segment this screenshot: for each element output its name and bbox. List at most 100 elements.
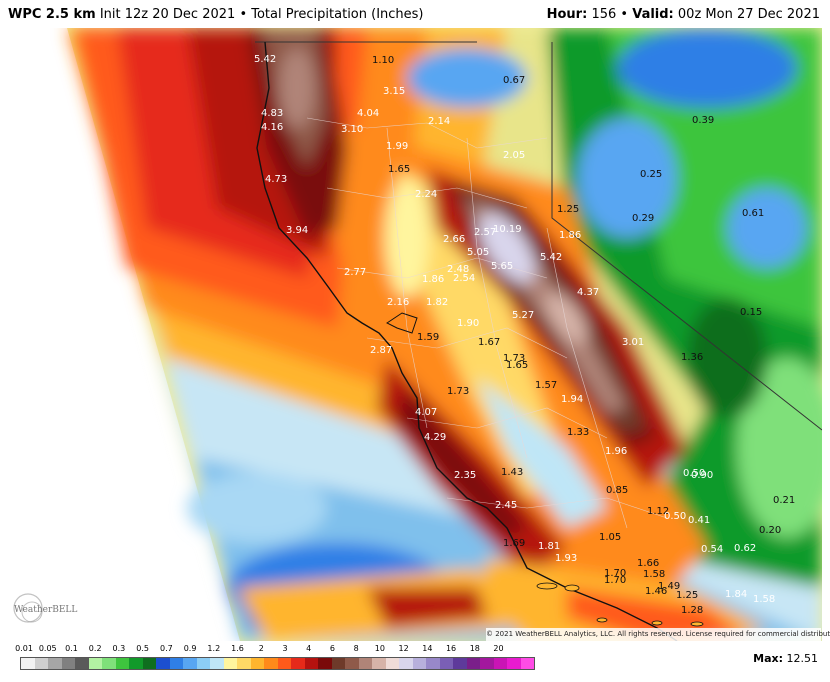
legend-tick-label: 0.5 [136, 644, 149, 653]
precip-value-label: 2.45 [495, 500, 517, 511]
precip-value-label: 1.94 [561, 394, 583, 405]
precip-value-label: 1.25 [557, 204, 579, 215]
header-bar: WPC 2.5 km Init 12z 20 Dec 2021 • Total … [0, 0, 830, 28]
legend-tick-label: 3 [282, 644, 288, 653]
precip-value-label: 5.42 [540, 252, 562, 263]
legend-swatch [372, 658, 386, 669]
valid-label: Valid: [632, 7, 674, 22]
product-name: WPC 2.5 km [8, 7, 96, 22]
precip-value-label: 1.58 [643, 569, 665, 580]
separator: • [620, 7, 629, 22]
precip-value-label: 1.43 [501, 467, 523, 478]
precip-field: 5.42 1.10 3.15 0.67 4.83 4.16 4.04 3.10 2.14 0.39… [67, 28, 822, 641]
legend-swatch [210, 658, 224, 669]
precip-value-label: 1.12 [647, 506, 669, 517]
precip-value-label: 0.50 [664, 511, 686, 522]
legend-tick-label: 1.6 [231, 644, 244, 653]
hour-value: 156 [591, 7, 617, 22]
field-name: Total Precipitation (Inches) [251, 7, 424, 22]
value-labels: 5.42 1.10 3.15 0.67 4.83 4.16 4.04 3.10 2.14 0.39… [254, 54, 795, 616]
precip-value-label: 5.27 [512, 310, 534, 321]
legend-tick-label: 0.9 [183, 644, 197, 653]
precip-value-label: 0.15 [740, 307, 762, 318]
precip-value-label: 1.05 [599, 532, 621, 543]
legend-swatch [507, 658, 521, 669]
precip-value-label: 2.35 [454, 470, 476, 481]
precip-value-label: 1.69 [503, 538, 525, 549]
precip-value-label: 1.46 [645, 586, 667, 597]
precip-value-label: 3.94 [286, 225, 308, 236]
precip-value-label: 3.01 [622, 337, 644, 348]
legend-tick-label: 2 [258, 644, 264, 653]
legend-tick-label: 12 [398, 644, 409, 653]
max-value: Max: 12.51 [753, 652, 818, 665]
legend-swatch [61, 658, 75, 669]
legend-swatch [345, 658, 359, 669]
precip-value-label: 1.86 [559, 230, 581, 241]
precip-value-label: 0.41 [688, 515, 710, 526]
precip-value-label: 10.19 [493, 224, 522, 235]
precip-value-label: 1.33 [567, 427, 589, 438]
legend-swatch [480, 658, 494, 669]
precipitation-map: 5.42 1.10 3.15 0.67 4.83 4.16 4.04 3.10 2.14 0.39… [7, 28, 822, 641]
header-valid-time: Hour: 156 • Valid: 00z Mon 27 Dec 2021 [547, 7, 820, 22]
legend-swatch [291, 658, 305, 669]
precip-value-label: 1.84 [725, 589, 747, 600]
precip-value-label: 2.87 [370, 345, 392, 356]
legend-swatch [21, 658, 35, 669]
legend-tick-label: 6 [329, 644, 335, 653]
legend-tick-label: 8 [353, 644, 359, 653]
legend-swatch [48, 658, 62, 669]
header-title: WPC 2.5 km Init 12z 20 Dec 2021 • Total … [8, 7, 424, 22]
precip-value-label: 1.93 [555, 553, 577, 564]
precip-value-label: 1.70 [604, 568, 626, 579]
precip-value-label: 0.50 [683, 468, 705, 479]
legend-tick-label: 0.7 [159, 644, 173, 653]
precip-value-label: 4.83 [261, 108, 283, 119]
legend-tick-label: 0.01 [15, 644, 33, 653]
legend-swatch [304, 658, 318, 669]
precip-value-label: 2.66 [443, 234, 465, 245]
separator: • [239, 7, 248, 22]
legend-swatch [102, 658, 116, 669]
precip-value-label: 2.48 [447, 264, 469, 275]
precip-value-label: 0.39 [692, 115, 714, 126]
precip-value-label: 1.99 [386, 141, 408, 152]
precip-value-label: 0.61 [742, 208, 764, 219]
precip-value-label: 1.59 [417, 332, 439, 343]
precip-value-label: 0.54 [701, 544, 723, 555]
precip-value-label: 1.57 [535, 380, 557, 391]
precip-value-label: 1.90 [457, 318, 479, 329]
legend-swatch [115, 658, 129, 669]
legend-tick-label: 4 [306, 644, 312, 653]
legend-swatch [399, 658, 413, 669]
valid-value: 00z Mon 27 Dec 2021 [677, 7, 820, 22]
legend-swatch [237, 658, 251, 669]
precip-value-label: 4.04 [357, 108, 379, 119]
init-time: Init 12z 20 Dec 2021 [99, 7, 236, 22]
precip-value-label: 1.86 [422, 274, 444, 285]
precip-value-label: 2.16 [387, 297, 409, 308]
legend-tick-label: 18 [469, 644, 480, 653]
precip-value-label: 4.07 [415, 407, 437, 418]
legend-swatch [331, 658, 345, 669]
legend-tick-label: 0.05 [38, 644, 57, 653]
legend-tick-label: 1.2 [207, 644, 221, 653]
precip-value-label: 1.25 [676, 590, 698, 601]
precip-value-label: 2.05 [503, 150, 525, 161]
legend-swatches [20, 657, 535, 670]
precip-value-label: 1.65 [388, 164, 410, 175]
legend-swatch [223, 658, 237, 669]
precip-value-label: 1.73 [503, 353, 525, 364]
precip-value-label: 4.37 [577, 287, 599, 298]
precip-value-label: 2.77 [344, 267, 366, 278]
legend-swatch [264, 658, 278, 669]
legend-tick-label: 14 [422, 644, 433, 653]
legend-swatch [277, 658, 291, 669]
precip-value-label: 1.36 [681, 352, 703, 363]
legend-swatch [466, 658, 480, 669]
legend-swatch [358, 658, 372, 669]
legend-swatch [169, 658, 183, 669]
legend-swatch [453, 658, 467, 669]
precip-value-label: 1.81 [538, 541, 560, 552]
